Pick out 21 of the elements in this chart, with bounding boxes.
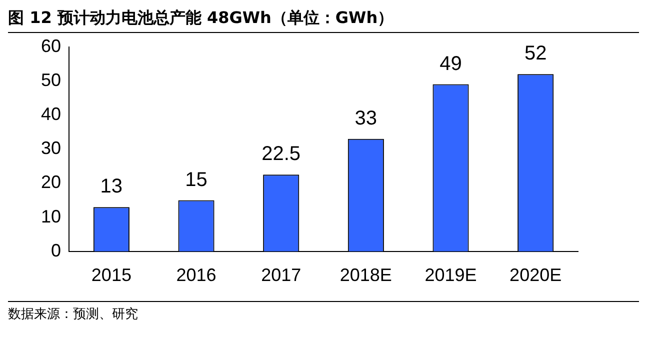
x-tick-label: 2018E bbox=[340, 265, 392, 286]
chart-title: 图 12 预计动力电池总产能 48GWh（单位：GWh） bbox=[8, 8, 639, 33]
data-label: 15 bbox=[185, 168, 208, 191]
y-tick-label: 10 bbox=[40, 206, 62, 226]
data-label: 22.5 bbox=[262, 143, 301, 166]
y-tick-label: 30 bbox=[40, 138, 62, 158]
y-tick-label: 40 bbox=[40, 104, 62, 124]
data-label: 49 bbox=[440, 52, 462, 75]
x-tick-label: 2019E bbox=[424, 265, 477, 286]
x-tick-label: 2020E bbox=[510, 265, 562, 286]
data-label: 33 bbox=[354, 107, 378, 130]
y-tick-label: 0 bbox=[51, 240, 62, 260]
x-tick-label: 2016 bbox=[176, 265, 216, 286]
x-tick-label: 2017 bbox=[261, 265, 302, 286]
data-label: 52 bbox=[524, 42, 547, 65]
data-label: 13 bbox=[100, 176, 123, 198]
y-tick-label: 60 bbox=[40, 36, 62, 56]
source-note: 数据来源：预测、研究 bbox=[8, 301, 639, 323]
x-tick-label: 2015 bbox=[91, 265, 132, 286]
y-tick-label: 20 bbox=[40, 172, 62, 192]
y-tick-label: 50 bbox=[40, 70, 62, 90]
